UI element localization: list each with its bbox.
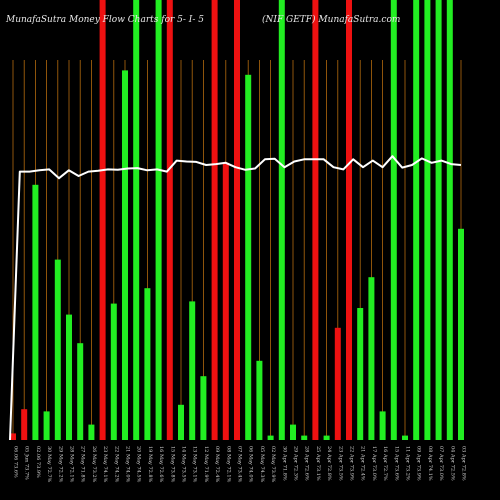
x-tick-label: 03 Apr 72.8% bbox=[461, 446, 467, 481]
money-flow-line bbox=[9, 155, 462, 441]
bar-inflow bbox=[200, 376, 207, 440]
bar-outflow bbox=[21, 409, 28, 440]
x-tick-label: 11 Apr 73.2% bbox=[405, 446, 411, 481]
bar-inflow bbox=[54, 259, 61, 440]
bar-inflow bbox=[435, 0, 442, 440]
x-tick-label: 05 Jun 73.7% bbox=[24, 446, 30, 480]
bar-inflow bbox=[458, 228, 464, 440]
x-tick-label: 30 May 72.7% bbox=[46, 446, 52, 483]
x-tick-label: 12 May 71.9% bbox=[203, 446, 209, 483]
x-tick-label: 29 May 72.2% bbox=[57, 446, 63, 483]
bar-outflow bbox=[166, 0, 173, 440]
bar-inflow bbox=[379, 411, 386, 440]
x-tick-label: 22 May 74.2% bbox=[113, 446, 119, 483]
bar-inflow bbox=[66, 314, 72, 440]
bar-outflow bbox=[99, 0, 106, 440]
bar-inflow bbox=[323, 435, 330, 440]
x-tick-label: 17 Apr 73.0% bbox=[371, 446, 377, 481]
x-tick-label: 14 May 73.5% bbox=[181, 446, 187, 483]
bar-inflow bbox=[88, 424, 95, 440]
bar-outflow bbox=[334, 327, 341, 440]
x-tick-labels: 06.06 73.6% 05 Jun 73.7% 02.06 73.9% 30 May… bbox=[13, 446, 467, 483]
x-tick-label: 13 May 73.1% bbox=[192, 446, 198, 483]
bar-inflow bbox=[144, 288, 151, 440]
x-tick-label: 19 May 72.8% bbox=[147, 446, 153, 483]
x-tick-label: 06.06 73.6% bbox=[13, 446, 19, 478]
x-tick-label: 09 May 72.4% bbox=[214, 446, 220, 483]
x-tick-label: 07 May 73.4% bbox=[237, 446, 243, 483]
x-tick-label: 05 May 74.3% bbox=[259, 446, 265, 483]
bar-inflow bbox=[133, 0, 140, 440]
bar-inflow bbox=[413, 0, 420, 440]
x-tick-label: 06 May 74.0% bbox=[248, 446, 254, 483]
bar-outflow bbox=[234, 0, 240, 440]
bar-inflow bbox=[301, 435, 308, 440]
bar-inflow bbox=[32, 184, 39, 440]
x-tick-label: 28 Apr 72.6% bbox=[304, 446, 310, 481]
x-tick-label: 30 Apr 71.8% bbox=[281, 446, 287, 481]
x-tick-label: 24 Apr 72.8% bbox=[326, 446, 332, 481]
x-tick-label: 15 Apr 73.6% bbox=[393, 446, 399, 481]
x-tick-label: 08 May 72.1% bbox=[225, 446, 231, 483]
bar-outflow bbox=[346, 0, 352, 440]
x-tick-label: 20 May 74.5% bbox=[136, 446, 142, 483]
bar-inflow bbox=[110, 303, 117, 440]
bar-outflow bbox=[222, 162, 229, 441]
bar-inflow bbox=[402, 435, 408, 440]
bar-outflow bbox=[312, 0, 319, 440]
bar-inflow bbox=[155, 0, 162, 440]
money-flow-polyline bbox=[9, 155, 462, 441]
bar-inflow bbox=[178, 404, 184, 440]
x-tick-label: 22 Apr 73.9% bbox=[349, 446, 355, 481]
bar-series bbox=[10, 0, 464, 441]
x-tick-label: 09 Apr 73.9% bbox=[416, 446, 422, 481]
x-tick-label: 07 Apr 73.0% bbox=[438, 446, 444, 481]
bar-inflow bbox=[256, 360, 263, 440]
x-tick-label: 16 Apr 72.7% bbox=[382, 446, 388, 481]
bar-inflow bbox=[278, 0, 285, 440]
chart-title-right: (NIF GETF) MunafaSutra.com bbox=[262, 14, 400, 25]
bar-inflow bbox=[424, 0, 431, 440]
x-tick-label: 23 May 74.1% bbox=[102, 446, 108, 483]
x-tick-label: 02 May 73.9% bbox=[270, 446, 276, 483]
bar-outflow bbox=[211, 0, 218, 440]
bar-inflow bbox=[77, 343, 84, 440]
bar-inflow bbox=[43, 411, 50, 440]
bar-inflow bbox=[189, 301, 196, 440]
bar-inflow bbox=[368, 277, 375, 440]
x-tick-label: 21 May 74.0% bbox=[125, 446, 131, 483]
x-tick-label: 21 Apr 72.4% bbox=[360, 446, 366, 481]
x-tick-label: 08 Apr 74.1% bbox=[427, 446, 433, 481]
x-tick-label: 23 Apr 73.5% bbox=[337, 446, 343, 481]
x-tick-label: 15 May 73.8% bbox=[169, 446, 175, 483]
x-tick-label: 28 May 72.1% bbox=[69, 446, 75, 483]
bar-outflow bbox=[10, 433, 16, 440]
chart-title-left: MunafaSutra Money Flow Charts for 5- I- … bbox=[5, 15, 204, 25]
bar-inflow bbox=[390, 0, 397, 440]
bar-inflow bbox=[290, 424, 296, 440]
bar-inflow bbox=[446, 0, 453, 440]
bar-inflow bbox=[357, 308, 364, 440]
x-tick-label: 26 May 73.2% bbox=[91, 446, 97, 483]
x-tick-label: 29 Apr 72.3% bbox=[293, 446, 299, 481]
x-tick-label: 02.06 73.9% bbox=[35, 446, 41, 478]
bar-inflow bbox=[245, 74, 252, 441]
x-tick-label: 27 May 71.8% bbox=[80, 446, 86, 483]
bar-inflow bbox=[267, 435, 274, 440]
x-tick-label: 04 Apr 72.5% bbox=[449, 446, 455, 481]
x-tick-label: 16 May 72.6% bbox=[158, 446, 164, 483]
x-tick-label: 25 Apr 73.1% bbox=[315, 446, 321, 481]
bar-inflow bbox=[122, 70, 128, 441]
